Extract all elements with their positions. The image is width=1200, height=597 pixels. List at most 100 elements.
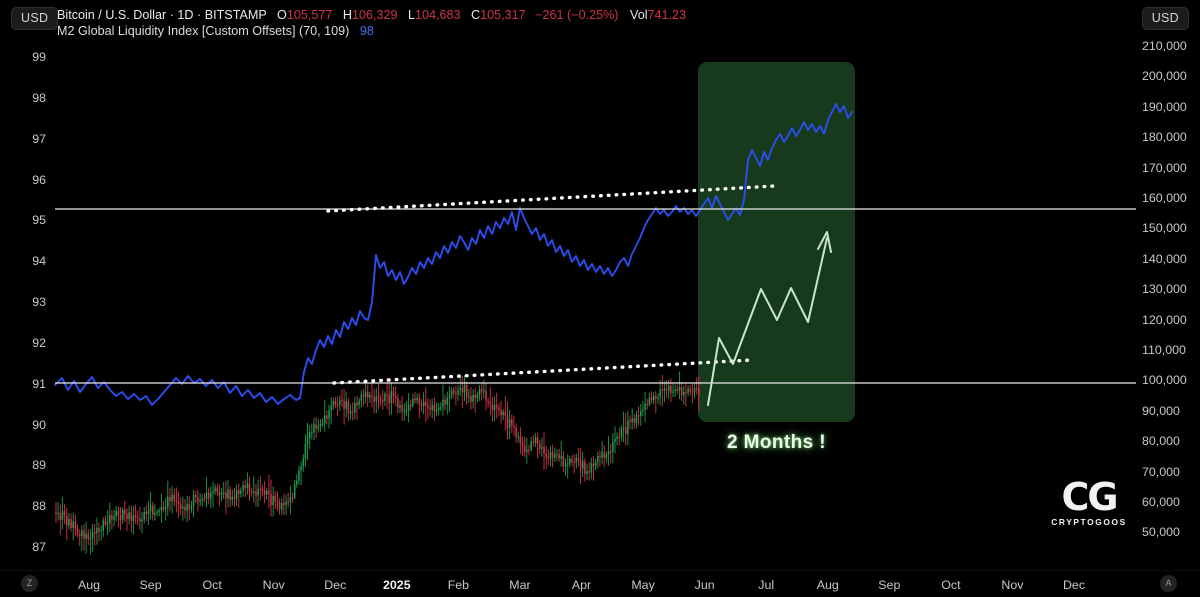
candle-body	[609, 451, 612, 453]
candle-body	[55, 512, 57, 514]
candle-body	[549, 452, 552, 459]
candle-body	[177, 502, 180, 505]
candle-body	[515, 427, 517, 438]
candle-body	[285, 501, 287, 506]
time-axis-tick: 2025	[383, 578, 411, 592]
candle-body	[72, 521, 74, 529]
candle-body	[89, 537, 92, 540]
candle-body	[390, 391, 393, 404]
candle-body	[272, 495, 274, 506]
candle-body	[594, 462, 597, 467]
candle-body	[315, 424, 317, 429]
candle-body	[560, 456, 563, 459]
candle-body	[534, 437, 537, 443]
candle-body	[115, 511, 117, 517]
candle-body	[644, 403, 646, 410]
candle-body	[287, 501, 289, 503]
candle-body	[691, 391, 694, 393]
chart-plot-area[interactable]	[0, 0, 1200, 570]
time-axis-tick: Dec	[1062, 578, 1086, 592]
candle-body	[442, 399, 444, 408]
candle-body	[278, 502, 281, 510]
candle-body	[446, 397, 449, 405]
candle-body	[489, 402, 492, 405]
candle-body	[455, 393, 457, 395]
candle-body	[450, 390, 453, 396]
candle-body	[468, 396, 470, 398]
candle-body	[627, 420, 629, 435]
candle-body	[616, 436, 618, 439]
candle-body	[74, 521, 77, 529]
auto-scale-button[interactable]: A	[1160, 575, 1177, 592]
candle-body	[293, 484, 296, 498]
candle-body	[569, 459, 571, 464]
candle-body	[558, 454, 560, 459]
candle-body	[517, 436, 520, 438]
candle-body	[453, 390, 455, 394]
candle-body	[261, 489, 264, 491]
zoom-reset-button[interactable]: Z	[21, 575, 38, 592]
candle-body	[117, 511, 120, 516]
time-axis-tick: Sep	[139, 578, 162, 592]
candle-body	[152, 505, 154, 515]
candle-body	[308, 432, 311, 438]
cg-logo-icon: CG	[1061, 475, 1118, 519]
candle-body	[584, 461, 586, 474]
candle-body	[371, 395, 373, 397]
candle-body	[551, 452, 554, 458]
candle-body	[612, 441, 614, 452]
candle-body	[149, 505, 152, 511]
candle-body	[360, 394, 363, 401]
candle-body	[313, 424, 315, 432]
candle-body	[545, 453, 547, 458]
candle-body	[392, 391, 395, 397]
candle-body	[521, 443, 524, 446]
candle-body	[431, 404, 434, 410]
time-axis-tick: Aug	[77, 578, 101, 592]
time-axis-tick: Nov	[1001, 578, 1024, 592]
candle-body	[500, 409, 502, 416]
candle-body	[111, 515, 113, 520]
candle-body	[214, 487, 216, 492]
candle-body	[76, 528, 79, 535]
candle-body	[143, 511, 145, 520]
candle-body	[523, 445, 526, 452]
candle-body	[556, 454, 558, 456]
candle-body	[693, 388, 696, 392]
candle-body	[240, 490, 242, 494]
candle-body	[405, 410, 408, 412]
candle-body	[547, 457, 550, 459]
candle-body	[698, 388, 700, 396]
highlight-label: 2 Months !	[727, 432, 826, 453]
candle-body	[496, 405, 498, 408]
candle-body	[670, 385, 672, 393]
candle-body	[607, 451, 610, 455]
left-axis-currency-badge[interactable]: USD	[11, 7, 59, 30]
candle-body	[184, 506, 186, 511]
candle-body	[276, 501, 279, 503]
candle-body	[665, 388, 668, 391]
candle-body	[291, 497, 294, 499]
candle-body	[642, 410, 644, 412]
candle-body	[663, 388, 666, 391]
candle-body	[136, 517, 139, 519]
candle-body	[248, 483, 251, 492]
right-axis-currency-badge[interactable]: USD	[1141, 7, 1189, 30]
candle-body	[659, 389, 661, 398]
candle-body	[603, 452, 606, 458]
candle-body	[465, 384, 468, 397]
candle-body	[233, 496, 236, 499]
candle-body	[102, 520, 105, 531]
candle-body	[175, 500, 178, 503]
candle-body	[579, 460, 582, 469]
candle-body	[147, 511, 150, 514]
candle-body	[119, 515, 122, 520]
candle-body	[377, 396, 380, 399]
candle-body	[289, 497, 292, 503]
candle-body	[83, 530, 85, 539]
candle-body	[687, 388, 689, 393]
candle-body	[351, 411, 354, 413]
candle-body	[532, 441, 535, 443]
candle-body	[190, 505, 193, 510]
time-axis[interactable]: Z A Aug Sep Oct Nov Dec 2025 Feb Mar Apr May Jun Ju…	[0, 570, 1200, 597]
